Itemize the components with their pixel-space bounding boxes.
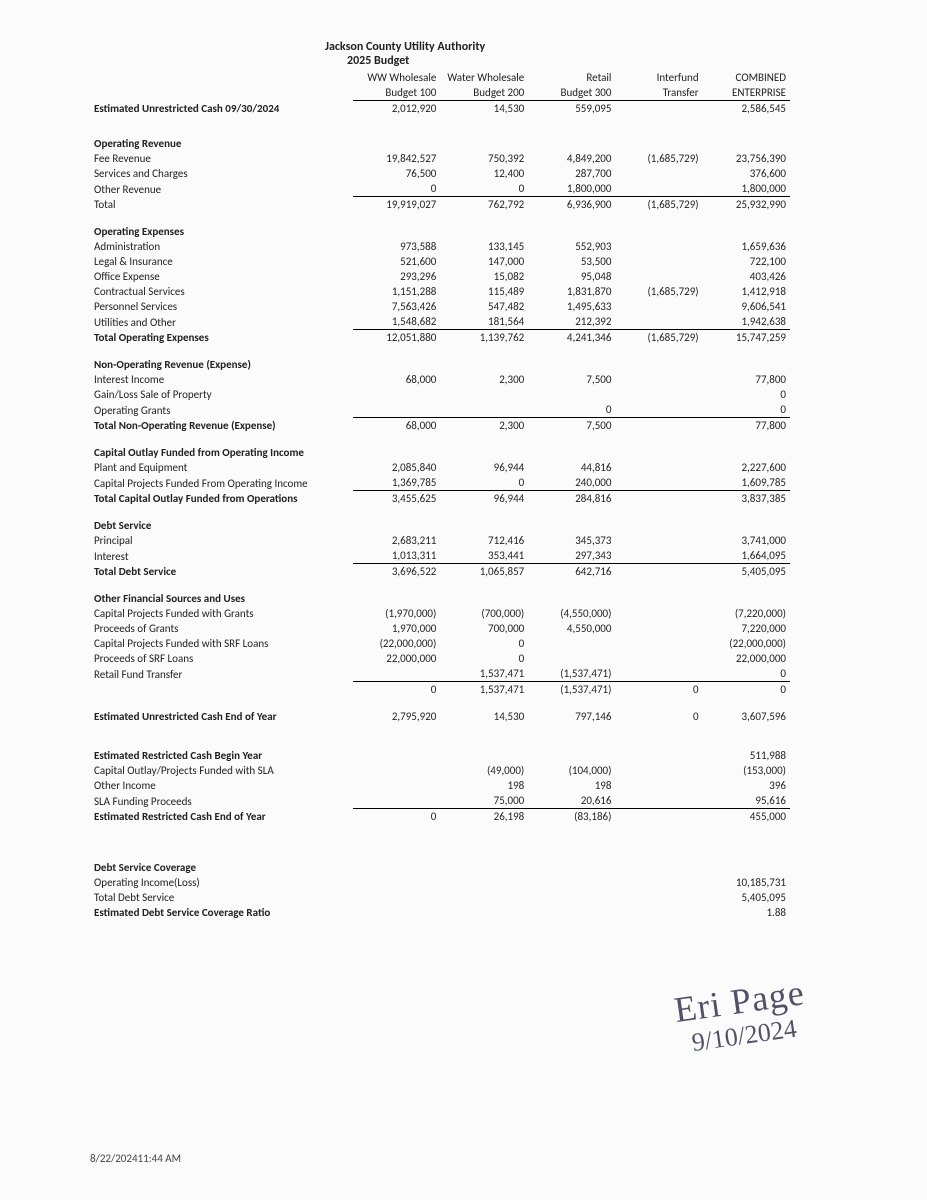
est-unrestricted-begin-row: Estimated Unrestricted Cash 09/30/2024 2… bbox=[90, 101, 790, 117]
cap-total: Total Capital Outlay Funded from Operati… bbox=[90, 491, 790, 507]
row-label: Gain/Loss Sale of Property bbox=[90, 387, 353, 402]
table-row: Proceeds of SRF Loans22,000,000022,000,0… bbox=[90, 651, 790, 666]
col-1-top: WW Wholesale bbox=[353, 70, 441, 85]
col-header-bot: Budget 100 Budget 200 Budget 300 Transfe… bbox=[90, 85, 790, 101]
row-label: Interest bbox=[90, 548, 353, 564]
row-label: Fee Revenue bbox=[90, 151, 353, 166]
cap-header: Capital Outlay Funded from Operating Inc… bbox=[90, 445, 353, 460]
nonop-header: Non-Operating Revenue (Expense) bbox=[90, 357, 353, 372]
row-label: Retail Fund Transfer bbox=[90, 666, 353, 682]
table-row: Office Expense293,29615,08295,048403,426 bbox=[90, 269, 790, 284]
row-label: SLA Funding Proceeds bbox=[90, 793, 353, 809]
col-3-top: Retail bbox=[528, 70, 615, 85]
row-label: Principal bbox=[90, 533, 353, 548]
row-label: Other Revenue bbox=[90, 181, 353, 197]
col-1-bot: Budget 100 bbox=[353, 85, 441, 101]
row-label: Personnel Services bbox=[90, 299, 353, 314]
col-2-bot: Budget 200 bbox=[440, 85, 528, 101]
debt-header: Debt Service bbox=[90, 518, 353, 533]
table-row: Operating Grants00 bbox=[90, 402, 790, 418]
other-total: 0 1,537,471 (1,537,471) 0 0 bbox=[90, 682, 790, 698]
row-label: Capital Projects Funded with Grants bbox=[90, 606, 353, 621]
other-header: Other Financial Sources and Uses bbox=[90, 591, 353, 606]
row-label: Estimated Restricted Cash Begin Year bbox=[90, 748, 353, 763]
dsc-header: Debt Service Coverage bbox=[90, 860, 353, 875]
budget-table: WW Wholesale Water Wholesale Retail Inte… bbox=[90, 70, 790, 920]
row-label: Estimated Unrestricted Cash 09/30/2024 bbox=[90, 101, 353, 117]
table-row: Total Debt Service5,405,095 bbox=[90, 890, 790, 905]
table-row: Estimated Restricted Cash Begin Year511,… bbox=[90, 748, 790, 763]
op-rev-total: Total 19,919,027 762,792 6,936,900 (1,68… bbox=[90, 197, 790, 213]
restr-total: Estimated Restricted Cash End of Year 0 … bbox=[90, 809, 790, 825]
row-label: Office Expense bbox=[90, 269, 353, 284]
table-row: Interest1,013,311353,441297,3431,664,095 bbox=[90, 548, 790, 564]
table-row: Retail Fund Transfer1,537,471(1,537,471)… bbox=[90, 666, 790, 682]
row-label: Operating Grants bbox=[90, 402, 353, 418]
debt-total: Total Debt Service 3,696,522 1,065,857 6… bbox=[90, 564, 790, 580]
row-label: Legal & Insurance bbox=[90, 254, 353, 269]
row-label: Interest Income bbox=[90, 372, 353, 387]
table-row: Capital Outlay/Projects Funded with SLA(… bbox=[90, 763, 790, 778]
row-label: Capital Projects Funded with SRF Loans bbox=[90, 636, 353, 651]
col-4-bot: Transfer bbox=[615, 85, 702, 101]
table-row: Legal & Insurance521,600147,00053,500722… bbox=[90, 254, 790, 269]
row-label: Capital Projects Funded From Operating I… bbox=[90, 475, 353, 491]
table-row: Other Income198198396 bbox=[90, 778, 790, 793]
col-5-top: COMBINED bbox=[703, 70, 790, 85]
table-row: Contractual Services1,151,288115,4891,83… bbox=[90, 284, 790, 299]
col-5-bot: ENTERPRISE bbox=[703, 85, 790, 101]
table-row: Operating Income(Loss)10,185,731 bbox=[90, 875, 790, 890]
org-title: Jackson County Utility Authority bbox=[325, 40, 837, 54]
table-row: Proceeds of Grants1,970,000700,0004,550,… bbox=[90, 621, 790, 636]
table-row: Utilities and Other1,548,682181,564212,3… bbox=[90, 314, 790, 330]
col-4-top: Interfund bbox=[615, 70, 702, 85]
row-label: Capital Outlay/Projects Funded with SLA bbox=[90, 763, 353, 778]
row-label: Proceeds of SRF Loans bbox=[90, 651, 353, 666]
op-exp-total: Total Operating Expenses 12,051,880 1,13… bbox=[90, 330, 790, 346]
table-row: SLA Funding Proceeds75,00020,61695,616 bbox=[90, 793, 790, 809]
col-3-bot: Budget 300 bbox=[528, 85, 615, 101]
op-exp-header: Operating Expenses bbox=[90, 224, 353, 239]
nonop-total: Total Non-Operating Revenue (Expense) 68… bbox=[90, 418, 790, 434]
table-row: Principal2,683,211712,416345,3733,741,00… bbox=[90, 533, 790, 548]
signature-block: Eri Page 9/10/2024 bbox=[672, 973, 811, 1059]
col-2-top: Water Wholesale bbox=[440, 70, 528, 85]
budget-year: 2025 Budget bbox=[347, 54, 837, 68]
row-label: Utilities and Other bbox=[90, 314, 353, 330]
dsc-ratio: Estimated Debt Service Coverage Ratio 1.… bbox=[90, 905, 790, 920]
row-label: Total Debt Service bbox=[90, 890, 353, 905]
op-rev-header: Operating Revenue bbox=[90, 136, 353, 151]
col-header-top: WW Wholesale Water Wholesale Retail Inte… bbox=[90, 70, 790, 85]
row-label: Administration bbox=[90, 239, 353, 254]
table-row: Personnel Services7,563,426547,4821,495,… bbox=[90, 299, 790, 314]
table-row: Other Revenue001,800,0001,800,000 bbox=[90, 181, 790, 197]
table-row: Capital Projects Funded From Operating I… bbox=[90, 475, 790, 491]
row-label: Proceeds of Grants bbox=[90, 621, 353, 636]
table-row: Fee Revenue19,842,527750,3924,849,200(1,… bbox=[90, 151, 790, 166]
est-unrestricted-end-row: Estimated Unrestricted Cash End of Year … bbox=[90, 709, 790, 724]
page: Jackson County Utility Authority 2025 Bu… bbox=[0, 0, 927, 1200]
table-row: Capital Projects Funded with Grants(1,97… bbox=[90, 606, 790, 621]
row-label: Operating Income(Loss) bbox=[90, 875, 353, 890]
table-row: Plant and Equipment2,085,84096,94444,816… bbox=[90, 460, 790, 475]
table-row: Interest Income68,0002,3007,50077,800 bbox=[90, 372, 790, 387]
table-row: Capital Projects Funded with SRF Loans(2… bbox=[90, 636, 790, 651]
row-label: Plant and Equipment bbox=[90, 460, 353, 475]
header-block: Jackson County Utility Authority 2025 Bu… bbox=[325, 40, 837, 68]
footer-timestamp: 8/22/202411:44 AM bbox=[90, 1152, 181, 1165]
row-label: Services and Charges bbox=[90, 166, 353, 181]
row-label: Contractual Services bbox=[90, 284, 353, 299]
row-label: Other Income bbox=[90, 778, 353, 793]
table-row: Gain/Loss Sale of Property0 bbox=[90, 387, 790, 402]
table-row: Administration973,588133,145552,9031,659… bbox=[90, 239, 790, 254]
table-row: Services and Charges76,50012,400287,7003… bbox=[90, 166, 790, 181]
